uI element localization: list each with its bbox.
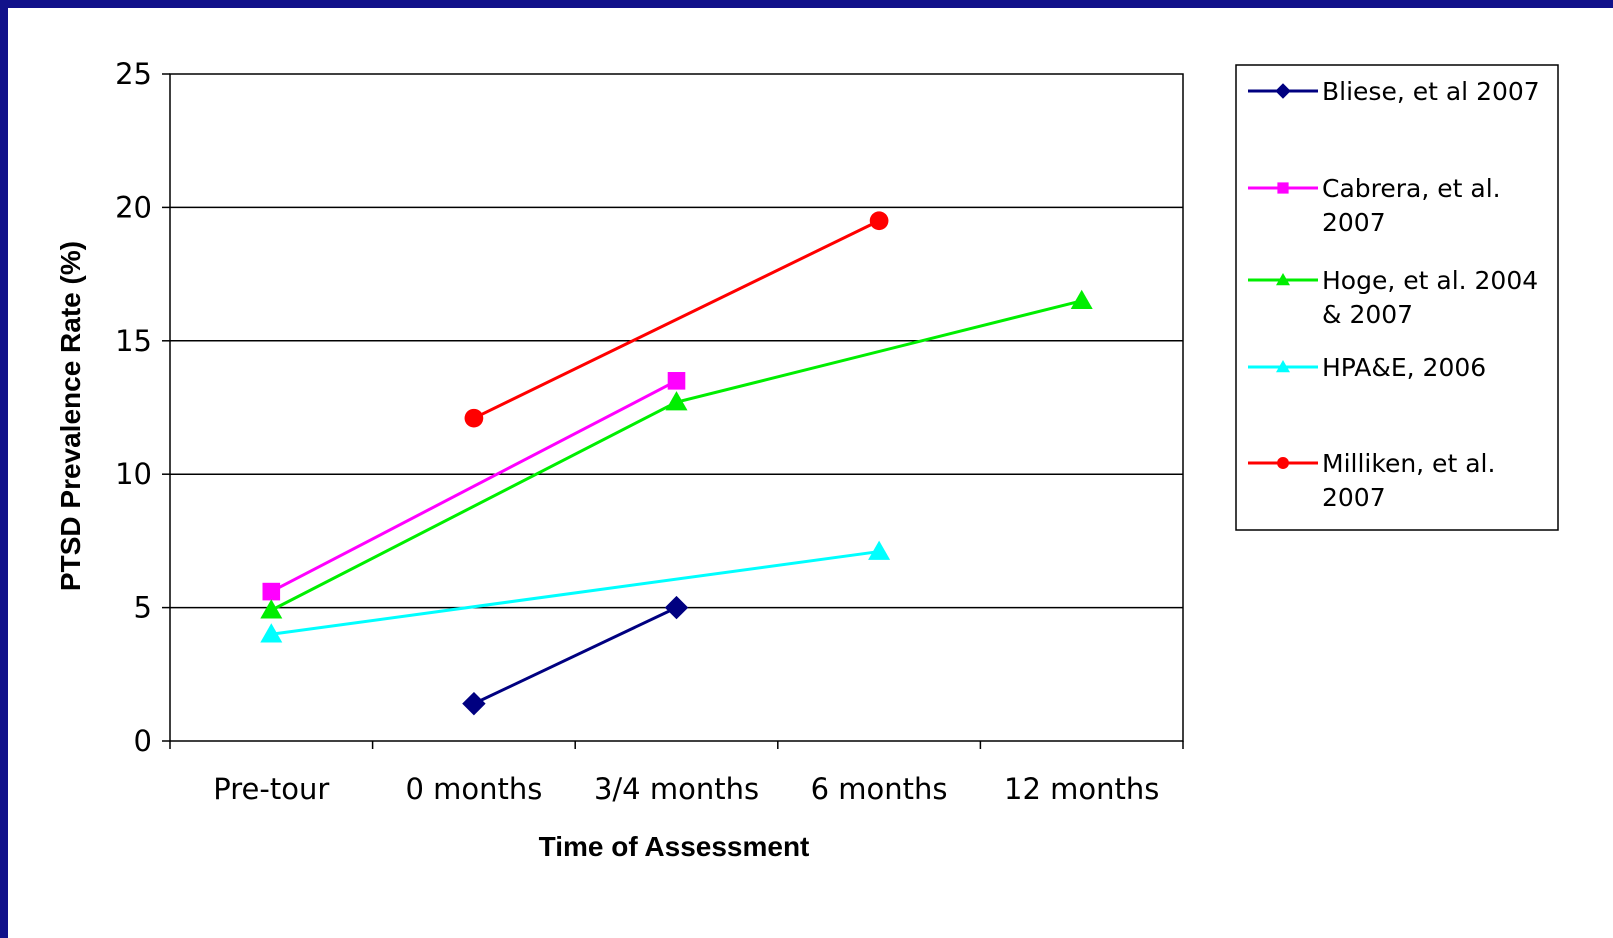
- legend-label: HPA&E, 2006: [1322, 353, 1486, 382]
- series-line: [270, 299, 1083, 612]
- series-line: [473, 606, 678, 706]
- series-line: [473, 219, 880, 420]
- chart-frame: Pre-tour 0 months 3/4 months 6 months 12 mon…: [8, 8, 1613, 938]
- marker-triangle: [260, 623, 283, 643]
- x-axis-title: Time of Assessment: [539, 831, 810, 862]
- series-lines: [260, 211, 1093, 716]
- legend-label: Cabrera, et al.: [1322, 174, 1501, 203]
- y-tick-labels: 0 5 10 15 20 25: [115, 57, 152, 758]
- marker-triangle: [1070, 289, 1093, 310]
- series-2: [260, 289, 1093, 619]
- marker-square: [1277, 182, 1289, 194]
- y-tick-label: 25: [115, 57, 152, 91]
- marker-triangle: [868, 540, 891, 560]
- legend-entry-2: Hoge, et al. 2004 & 2007: [1248, 266, 1538, 329]
- x-tick-label: 3/4 months: [594, 772, 759, 806]
- plot-area-border: [169, 73, 1184, 742]
- marker-triangle: [1276, 360, 1290, 373]
- legend-label: Milliken, et al.: [1322, 449, 1495, 478]
- legend-entry-3: HPA&E, 2006: [1248, 353, 1486, 382]
- marker-diamond: [1275, 83, 1291, 99]
- marker-diamond: [664, 595, 689, 620]
- marker-diamond: [462, 691, 486, 716]
- marker-circle: [1277, 457, 1289, 469]
- legend: Bliese, et al 2007 Cabrera, et al. 2007 Hog…: [1235, 64, 1559, 531]
- series-4: [464, 211, 889, 428]
- ptsd-line-chart: Pre-tour 0 months 3/4 months 6 months 12 mon…: [55, 57, 1559, 862]
- y-tick-label: 0: [134, 724, 152, 758]
- legend-label: 2007: [1322, 208, 1386, 237]
- x-tick-label: Pre-tour: [213, 772, 329, 806]
- legend-label: 2007: [1322, 483, 1386, 512]
- y-axis-title: PTSD Prevalence Rate (%): [55, 241, 86, 591]
- legend-entry-4: Milliken, et al. 2007: [1248, 449, 1495, 512]
- x-tick-label: 12 months: [1004, 772, 1159, 806]
- series-0: [462, 595, 689, 716]
- marker-square: [667, 372, 686, 390]
- y-tick-label: 15: [115, 324, 152, 358]
- legend-entry-0: Bliese, et al 2007: [1248, 77, 1540, 106]
- x-tick-labels: Pre-tour 0 months 3/4 months 6 months 12 mon…: [213, 772, 1159, 806]
- legend-label: & 2007: [1322, 300, 1413, 329]
- legend-box: [1235, 64, 1559, 531]
- series-1: [262, 372, 686, 601]
- series-3: [260, 540, 891, 643]
- legend-label: Hoge, et al. 2004: [1322, 266, 1538, 295]
- marker-circle: [869, 211, 889, 231]
- marker-triangle: [1276, 273, 1290, 286]
- y-tick-label: 10: [115, 457, 152, 491]
- x-tick-label: 6 months: [811, 772, 948, 806]
- marker-triangle: [260, 599, 283, 619]
- axes: [162, 73, 1184, 749]
- legend-entry-1: Cabrera, et al. 2007: [1248, 174, 1501, 237]
- marker-triangle: [665, 391, 688, 411]
- legend-label: Bliese, et al 2007: [1322, 77, 1540, 106]
- y-tick-label: 20: [115, 190, 152, 224]
- series-line: [270, 379, 678, 593]
- x-tick-label: 0 months: [405, 772, 542, 806]
- y-tick-label: 5: [134, 591, 152, 625]
- series-line: [271, 550, 880, 636]
- marker-circle: [464, 408, 484, 428]
- marker-square: [262, 582, 281, 601]
